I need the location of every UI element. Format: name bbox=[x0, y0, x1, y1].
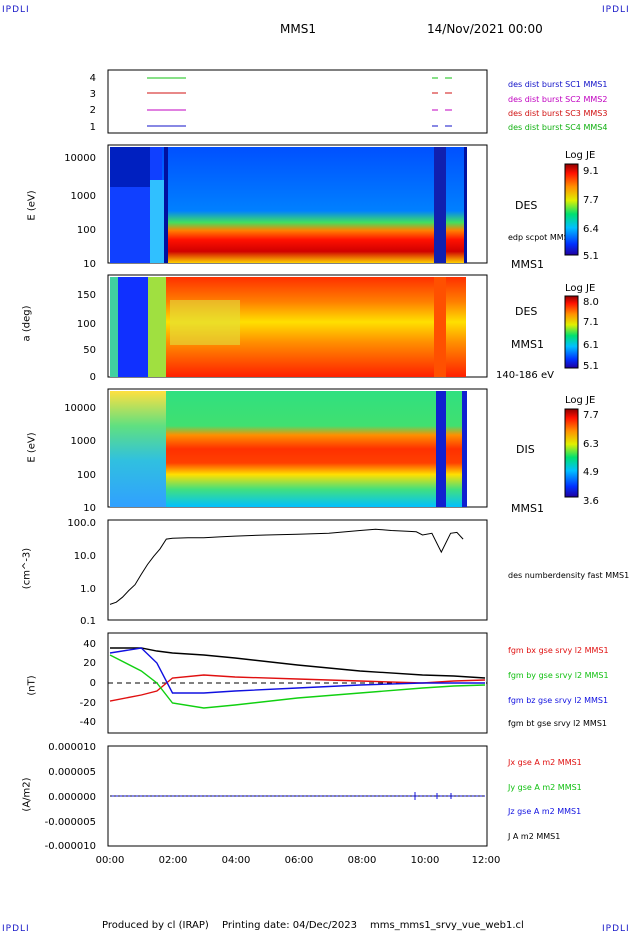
label-jy: Jy gse A m2 MMS1 bbox=[508, 783, 582, 792]
j-tick-2: 0.000005 bbox=[48, 767, 96, 778]
j-tick-1: 0.000010 bbox=[48, 742, 96, 753]
label-mms1-2: MMS1 bbox=[511, 338, 544, 351]
cbar2-tick-0: 8.0 bbox=[583, 297, 599, 308]
label-dis: DIS bbox=[516, 443, 535, 456]
des-tick-10000: 10000 bbox=[64, 153, 96, 164]
cbar1-tick-2: 6.4 bbox=[583, 224, 599, 235]
label-bt: fgm bt gse srvy l2 MMS1 bbox=[508, 719, 607, 728]
corner-label-bottom-left: IPDLI bbox=[2, 924, 30, 934]
dens-tick-1: 1.0 bbox=[80, 584, 96, 595]
panel-density: 100.0 10.0 1.0 0.1 bbox=[67, 518, 488, 627]
pitch-tick-0: 0 bbox=[90, 372, 96, 383]
avail-tick-1: 1 bbox=[90, 122, 96, 133]
pitch-tick-150: 150 bbox=[77, 290, 96, 301]
dis-tick-10000: 10000 bbox=[64, 403, 96, 414]
legend-sc2: des dist burst SC2 MMS2 bbox=[508, 95, 608, 104]
label-by: fgm by gse srvy l2 MMS1 bbox=[508, 671, 609, 680]
label-des-2: DES bbox=[515, 305, 538, 318]
des-tick-1000: 1000 bbox=[71, 191, 96, 202]
cbar1-tick-3: 5.1 bbox=[583, 251, 599, 262]
dens-tick-100: 100.0 bbox=[67, 518, 96, 529]
dis-tick-100: 100 bbox=[77, 470, 96, 481]
xtick-0: 00:00 bbox=[96, 855, 125, 866]
b-tick-0: 0 bbox=[90, 678, 96, 689]
avail-tick-2: 2 bbox=[90, 105, 96, 116]
pitch-tick-50: 50 bbox=[83, 345, 96, 356]
cbar2-title: Log JE bbox=[565, 283, 596, 294]
panel-des-pitch: 150 100 50 0 bbox=[77, 274, 488, 383]
density-line bbox=[109, 528, 464, 605]
dis-tick-1000: 1000 bbox=[71, 436, 96, 447]
label-bx: fgm bx gse srvy l2 MMS1 bbox=[508, 646, 609, 655]
j-tick-4: -0.000005 bbox=[45, 817, 96, 828]
dens-tick-0.1: 0.1 bbox=[80, 616, 96, 627]
x-axis: 00:00 02:00 04:00 06:00 08:00 10:00 12:0… bbox=[96, 855, 501, 866]
label-jx: Jx gse A m2 MMS1 bbox=[508, 758, 582, 767]
label-energy-range: 140-186 eV bbox=[496, 370, 554, 381]
label-mms1-1: MMS1 bbox=[511, 258, 544, 271]
panel-des-energy: 10000 1000 100 10 bbox=[64, 144, 488, 270]
b-tick-40: 40 bbox=[83, 639, 96, 650]
label-jz: Jz gse A m2 MMS1 bbox=[508, 807, 582, 816]
b-tick-20: 20 bbox=[83, 658, 96, 669]
panel-current: 0.000010 0.000005 0.000000 -0.000005 -0.… bbox=[45, 742, 488, 852]
label-edp-scpot: edp scpot MMS1 bbox=[508, 233, 574, 242]
cbar2-tick-1: 7.1 bbox=[583, 317, 599, 328]
plot-title: MMS1 bbox=[280, 22, 316, 36]
des-tick-100: 100 bbox=[77, 225, 96, 236]
avail-tick-3: 3 bbox=[90, 89, 96, 100]
footer-produced: Produced by cl (IRAP) bbox=[102, 920, 209, 931]
plot-date: 14/Nov/2021 00:00 bbox=[427, 22, 543, 36]
label-j: J A m2 MMS1 bbox=[508, 832, 561, 841]
footer-printing: Printing date: 04/Dec/2023 bbox=[222, 920, 358, 931]
label-mms1-3: MMS1 bbox=[511, 502, 544, 515]
cbar1-title: Log JE bbox=[565, 150, 596, 161]
legend-sc4: des dist burst SC4 MMS4 bbox=[508, 123, 608, 132]
b-tick-m40: -40 bbox=[80, 717, 96, 728]
j-tick-3: 0.000000 bbox=[48, 792, 96, 803]
cbar3-tick-2: 4.9 bbox=[583, 467, 599, 478]
xtick-2: 04:00 bbox=[222, 855, 251, 866]
xtick-6: 12:00 bbox=[472, 855, 501, 866]
panel-availability: 4 3 2 1 bbox=[90, 69, 488, 134]
panel-bfield: 40 20 0 -20 -40 bbox=[80, 632, 488, 734]
des-tick-10: 10 bbox=[83, 259, 96, 270]
panel-dis-energy: 10000 1000 100 10 bbox=[64, 388, 488, 514]
dis-tick-10: 10 bbox=[83, 503, 96, 514]
legend-sc1: des dist burst SC1 MMS1 bbox=[508, 80, 608, 89]
cbar3-tick-0: 7.7 bbox=[583, 410, 599, 421]
avail-tick-4: 4 bbox=[90, 73, 96, 84]
bz-line bbox=[109, 647, 485, 694]
colorbar-des-energy bbox=[564, 163, 579, 256]
cbar1-tick-1: 7.7 bbox=[583, 195, 599, 206]
corner-label-right: IPDLI bbox=[602, 5, 630, 15]
label-density: des numberdensity fast MMS1 bbox=[508, 571, 630, 580]
b-tick-m20: -20 bbox=[80, 698, 96, 709]
xtick-1: 02:00 bbox=[159, 855, 188, 866]
corner-label-bottom-right: IPDLI bbox=[602, 924, 630, 934]
label-des-1: DES bbox=[515, 199, 538, 212]
cbar3-tick-3: 3.6 bbox=[583, 496, 599, 507]
cbar2-tick-2: 6.1 bbox=[583, 340, 599, 351]
by-line bbox=[109, 654, 486, 709]
dens-tick-10: 10.0 bbox=[74, 551, 96, 562]
cbar2-tick-3: 5.1 bbox=[583, 361, 599, 372]
xtick-4: 08:00 bbox=[348, 855, 377, 866]
cbar1-tick-0: 9.1 bbox=[583, 166, 599, 177]
cbar3-title: Log JE bbox=[565, 395, 596, 406]
footer-file: mms_mms1_srvy_vue_web1.cl bbox=[370, 920, 524, 931]
pitch-tick-100: 100 bbox=[77, 319, 96, 330]
legend-sc3: des dist burst SC3 MMS3 bbox=[508, 109, 608, 118]
corner-label-left: IPDLI bbox=[2, 5, 30, 15]
cbar3-tick-1: 6.3 bbox=[583, 439, 599, 450]
xtick-5: 10:00 bbox=[411, 855, 440, 866]
j-tick-5: -0.000010 bbox=[45, 841, 96, 852]
label-bz: fgm bz gse srvy l2 MMS1 bbox=[508, 696, 609, 705]
xtick-3: 06:00 bbox=[285, 855, 314, 866]
colorbar-des-pitch bbox=[564, 295, 579, 369]
bt-line bbox=[110, 647, 486, 679]
colorbar-dis-energy bbox=[564, 408, 579, 498]
